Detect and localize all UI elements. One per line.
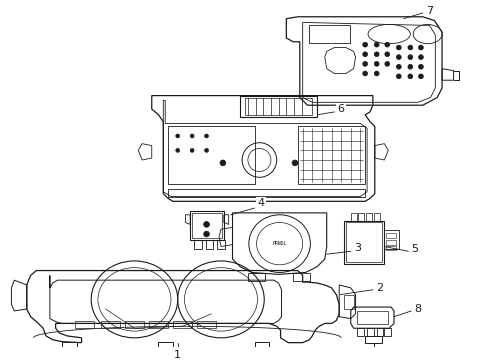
Bar xyxy=(173,320,192,328)
Bar xyxy=(386,240,396,244)
Ellipse shape xyxy=(363,62,368,66)
Ellipse shape xyxy=(190,134,194,138)
Ellipse shape xyxy=(204,231,209,237)
Ellipse shape xyxy=(408,74,413,79)
Bar xyxy=(366,213,372,221)
Text: 5: 5 xyxy=(412,244,418,255)
Text: PRNDL: PRNDL xyxy=(272,241,287,246)
Ellipse shape xyxy=(363,42,368,47)
Bar xyxy=(168,189,365,197)
Ellipse shape xyxy=(190,148,194,152)
Bar xyxy=(374,213,380,221)
Ellipse shape xyxy=(385,52,390,57)
Ellipse shape xyxy=(396,74,401,79)
Ellipse shape xyxy=(363,52,368,57)
Bar xyxy=(125,320,144,328)
Ellipse shape xyxy=(396,45,401,50)
Bar xyxy=(197,320,216,328)
Ellipse shape xyxy=(408,64,413,69)
Ellipse shape xyxy=(385,62,390,66)
Ellipse shape xyxy=(374,71,379,76)
Bar xyxy=(293,274,310,281)
Bar xyxy=(149,320,168,328)
Bar xyxy=(190,211,224,240)
Bar xyxy=(344,221,384,264)
Text: 3: 3 xyxy=(354,243,361,253)
Ellipse shape xyxy=(205,134,208,138)
Ellipse shape xyxy=(204,221,209,227)
Bar xyxy=(194,240,202,249)
Bar xyxy=(346,222,383,262)
Text: 6: 6 xyxy=(338,104,344,114)
Bar xyxy=(298,126,365,184)
Text: 4: 4 xyxy=(258,198,265,208)
Ellipse shape xyxy=(418,45,423,50)
Ellipse shape xyxy=(292,160,298,166)
Bar xyxy=(386,246,396,250)
Bar xyxy=(351,213,357,221)
Bar xyxy=(206,240,213,249)
Ellipse shape xyxy=(374,42,379,47)
Bar xyxy=(240,96,317,117)
Ellipse shape xyxy=(363,71,368,76)
Text: 1: 1 xyxy=(174,350,181,360)
Ellipse shape xyxy=(374,52,379,57)
Ellipse shape xyxy=(205,148,208,152)
Ellipse shape xyxy=(408,45,413,50)
Bar xyxy=(248,274,265,281)
Ellipse shape xyxy=(418,64,423,69)
Ellipse shape xyxy=(418,55,423,59)
Bar xyxy=(309,26,350,43)
Ellipse shape xyxy=(176,148,180,152)
Ellipse shape xyxy=(408,55,413,59)
Bar xyxy=(245,98,312,115)
Bar xyxy=(75,320,94,328)
Ellipse shape xyxy=(176,134,180,138)
Text: 2: 2 xyxy=(376,283,383,293)
Bar xyxy=(344,294,354,309)
Bar xyxy=(358,213,364,221)
Ellipse shape xyxy=(385,42,390,47)
Ellipse shape xyxy=(396,55,401,59)
Ellipse shape xyxy=(418,74,423,79)
Ellipse shape xyxy=(220,160,226,166)
Bar xyxy=(386,233,396,238)
Bar xyxy=(217,240,225,249)
Bar xyxy=(358,311,388,324)
Bar xyxy=(168,126,255,184)
Ellipse shape xyxy=(396,64,401,69)
Ellipse shape xyxy=(374,62,379,66)
Bar xyxy=(192,213,222,238)
Bar xyxy=(384,230,399,249)
Bar xyxy=(101,320,120,328)
Text: 8: 8 xyxy=(415,304,421,314)
Text: 7: 7 xyxy=(426,6,433,16)
